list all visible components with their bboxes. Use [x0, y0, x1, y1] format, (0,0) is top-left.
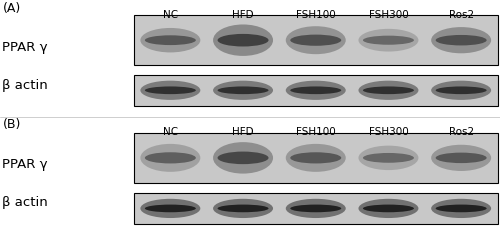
Ellipse shape: [436, 35, 486, 45]
Ellipse shape: [363, 86, 414, 94]
Ellipse shape: [218, 34, 268, 47]
Text: β actin: β actin: [2, 196, 48, 209]
Ellipse shape: [431, 81, 491, 100]
Ellipse shape: [213, 24, 273, 56]
Text: Ros2: Ros2: [448, 127, 473, 137]
Text: HFD: HFD: [232, 127, 254, 137]
Ellipse shape: [363, 36, 414, 45]
Text: PPAR γ: PPAR γ: [2, 41, 48, 54]
Ellipse shape: [358, 81, 418, 100]
Bar: [134, 15, 498, 65]
Text: FSH300: FSH300: [368, 127, 408, 137]
Ellipse shape: [290, 86, 341, 94]
Bar: [134, 133, 498, 183]
Ellipse shape: [431, 199, 491, 218]
Text: FSH300: FSH300: [368, 10, 408, 21]
Ellipse shape: [358, 146, 418, 170]
Ellipse shape: [213, 142, 273, 174]
Ellipse shape: [140, 81, 200, 100]
Ellipse shape: [140, 144, 200, 172]
Ellipse shape: [431, 145, 491, 171]
Ellipse shape: [290, 152, 341, 164]
Ellipse shape: [218, 86, 268, 94]
Ellipse shape: [145, 86, 196, 94]
Text: FSH100: FSH100: [296, 10, 336, 21]
Ellipse shape: [436, 153, 486, 163]
Text: NC: NC: [163, 10, 178, 21]
Ellipse shape: [145, 205, 196, 212]
Bar: [134, 75, 498, 106]
Ellipse shape: [358, 29, 418, 51]
Ellipse shape: [431, 27, 491, 53]
Text: NC: NC: [163, 127, 178, 137]
Ellipse shape: [290, 34, 341, 46]
Text: (B): (B): [2, 118, 21, 131]
Text: HFD: HFD: [232, 10, 254, 21]
Ellipse shape: [145, 35, 196, 45]
Text: FSH100: FSH100: [296, 127, 336, 137]
Ellipse shape: [213, 199, 273, 218]
Ellipse shape: [290, 205, 341, 212]
Text: β actin: β actin: [2, 79, 48, 92]
Ellipse shape: [286, 144, 346, 172]
Text: PPAR γ: PPAR γ: [2, 158, 48, 171]
Ellipse shape: [213, 81, 273, 100]
Text: Ros2: Ros2: [448, 10, 473, 21]
Ellipse shape: [145, 152, 196, 164]
Ellipse shape: [218, 152, 268, 164]
Ellipse shape: [218, 205, 268, 212]
Ellipse shape: [363, 205, 414, 212]
Ellipse shape: [286, 81, 346, 100]
Ellipse shape: [436, 205, 486, 212]
Ellipse shape: [363, 153, 414, 163]
Ellipse shape: [286, 26, 346, 54]
Ellipse shape: [140, 28, 200, 52]
Text: (A): (A): [2, 2, 21, 15]
Ellipse shape: [436, 86, 486, 94]
Ellipse shape: [140, 199, 200, 218]
Bar: [134, 193, 498, 224]
Ellipse shape: [358, 199, 418, 218]
Ellipse shape: [286, 199, 346, 218]
